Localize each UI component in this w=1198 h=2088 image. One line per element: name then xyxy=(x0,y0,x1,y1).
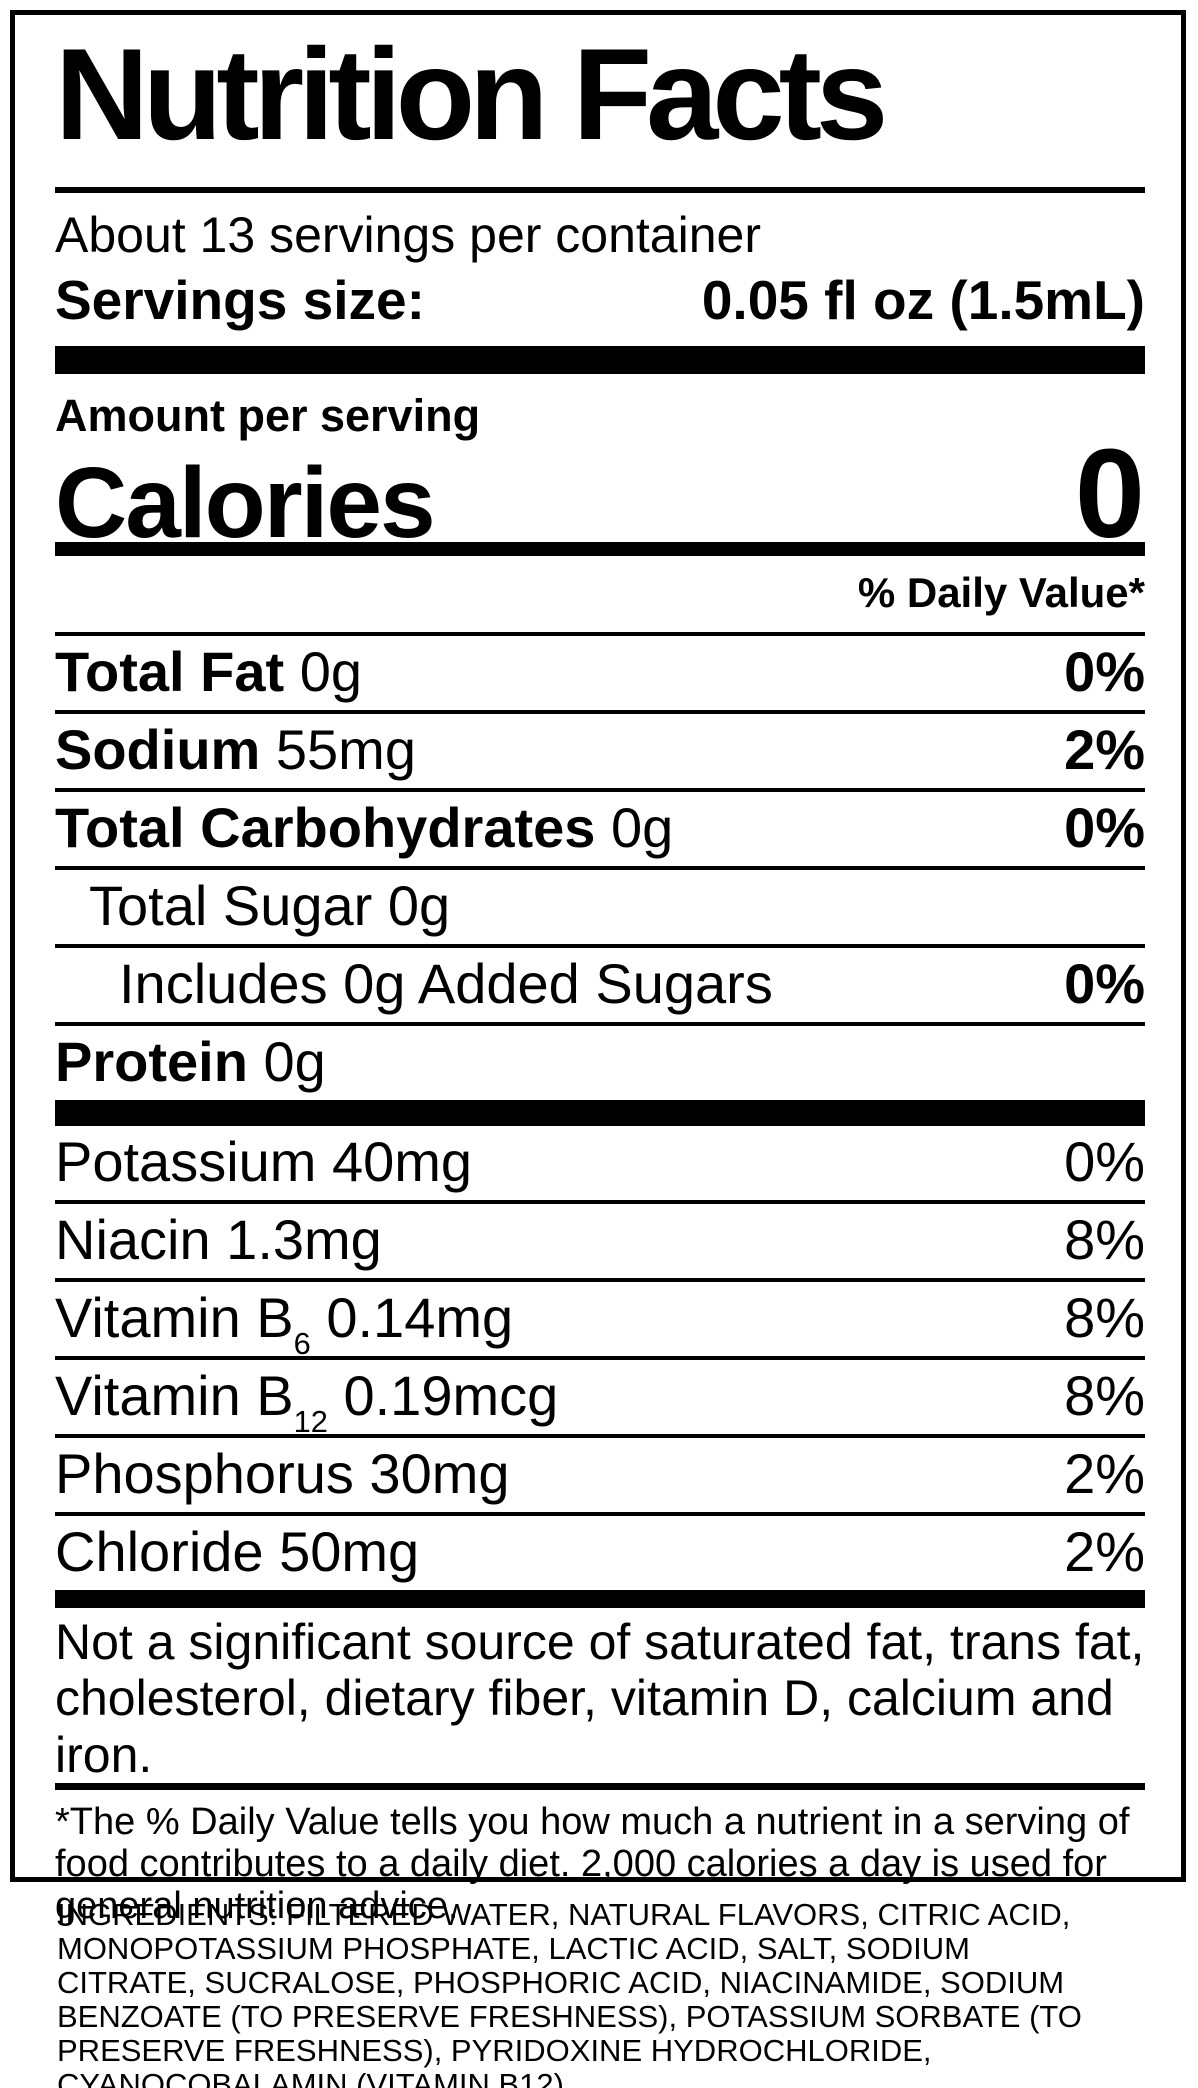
nutrient-label: Sodium 55mg xyxy=(55,717,416,781)
nutrient-label: Vitamin B12 0.19mcg xyxy=(55,1363,559,1440)
thick-bar-middle xyxy=(55,1099,1145,1126)
nutrient-label: Total Fat 0g xyxy=(55,639,363,703)
nutrient-label: Chloride 50mg xyxy=(55,1519,420,1583)
nutrient-label: Includes 0g Added Sugars xyxy=(119,951,773,1015)
daily-value-percent: 2% xyxy=(1064,1519,1145,1583)
nutrient-row-vitamin-b12: Vitamin B12 0.19mcg 8% xyxy=(55,1355,1145,1440)
ingredients-text: INGREDIENTS: FILTERED WATER, NATURAL FLA… xyxy=(57,1897,1082,2088)
daily-value-percent: 2% xyxy=(1064,1441,1145,1505)
nutrient-rows-vitamins: Potassium 40mg 0% Niacin 1.3mg 8% Vitamin B6… xyxy=(55,1126,1145,1590)
servings-per-container: About 13 servings per container xyxy=(55,207,761,263)
nutrient-row-total-fat: Total Fat 0g 0% xyxy=(55,631,1145,710)
nutrient-row-phosphorus: Phosphorus 30mg 2% xyxy=(55,1433,1145,1512)
daily-value-percent: 0% xyxy=(1064,795,1145,859)
daily-value-percent: 2% xyxy=(1064,717,1145,781)
daily-value-percent: 0% xyxy=(1064,639,1145,703)
nutrient-label: Total Carbohydrates 0g xyxy=(55,795,674,859)
daily-value-header: % Daily Value* xyxy=(857,568,1145,616)
nutrition-facts-title: Nutrition Facts xyxy=(55,21,888,167)
nutrient-label: Phosphorus 30mg xyxy=(55,1441,510,1505)
daily-value-percent: 8% xyxy=(1064,1285,1145,1349)
daily-value-percent: 8% xyxy=(1064,1363,1145,1427)
nutrient-label: Total Sugar 0g xyxy=(89,873,451,937)
calories-label: Calories xyxy=(55,446,436,559)
nutrient-label: Potassium 40mg xyxy=(55,1129,473,1193)
nutrient-row-total-sugar: Total Sugar 0g xyxy=(55,865,1145,944)
thick-bar-top xyxy=(55,345,1145,374)
nutrient-row-potassium: Potassium 40mg 0% xyxy=(55,1126,1145,1200)
nutrient-row-added-sugars: Includes 0g Added Sugars 0% xyxy=(55,943,1145,1022)
daily-value-percent: 0% xyxy=(1064,951,1145,1015)
nutrient-row-vitamin-b6: Vitamin B6 0.14mg 8% xyxy=(55,1277,1145,1362)
thick-bar-bottom xyxy=(55,1589,1145,1608)
nutrient-row-protein: Protein 0g xyxy=(55,1021,1145,1100)
nutrient-label: Protein 0g xyxy=(55,1029,326,1093)
amount-per-serving-label: Amount per serving xyxy=(55,389,481,441)
divider-under-calories xyxy=(55,541,1145,556)
calories-value: 0 xyxy=(1074,422,1145,564)
daily-value-percent: 8% xyxy=(1064,1207,1145,1271)
divider-above-footnote xyxy=(55,1783,1145,1791)
nutrient-label: Vitamin B6 0.14mg xyxy=(55,1285,514,1362)
not-significant-source-text: Not a significant source of saturated fa… xyxy=(55,1613,1145,1783)
serving-size-value: 0.05 fl oz (1.5mL) xyxy=(701,268,1145,331)
divider-under-title xyxy=(55,187,1145,193)
serving-size-row: Servings size: 0.05 fl oz (1.5mL) xyxy=(55,269,1145,332)
nutrient-row-niacin: Niacin 1.3mg 8% xyxy=(55,1199,1145,1278)
nutrient-row-chloride: Chloride 50mg 2% xyxy=(55,1511,1145,1590)
nutrient-label: Niacin 1.3mg xyxy=(55,1207,382,1271)
nutrient-row-sodium: Sodium 55mg 2% xyxy=(55,709,1145,788)
daily-value-percent: 0% xyxy=(1064,1129,1145,1193)
nutrient-rows-main: Total Fat 0g 0% Sodium 55mg 2% Total Carbohy… xyxy=(55,631,1145,1100)
calories-row: Calories 0 xyxy=(55,422,1145,564)
nutrient-row-total-carbohydrates: Total Carbohydrates 0g 0% xyxy=(55,787,1145,866)
serving-size-label: Servings size: xyxy=(55,268,425,331)
daily-value-footnote: *The % Daily Value tells you how much a … xyxy=(55,1801,1130,1927)
nutrition-facts-panel: Nutrition Facts About 13 servings per co… xyxy=(10,10,1186,1927)
